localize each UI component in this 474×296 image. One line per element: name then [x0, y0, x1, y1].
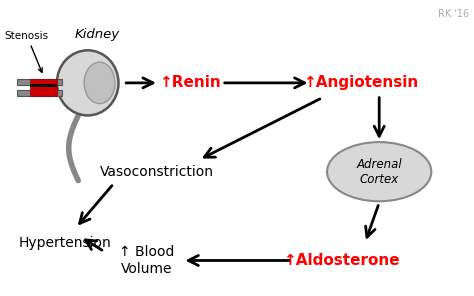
Text: Vasoconstriction: Vasoconstriction — [100, 165, 213, 179]
Text: Adrenal
Cortex: Adrenal Cortex — [356, 158, 402, 186]
Text: Kidney: Kidney — [74, 28, 120, 41]
Text: ↑ Blood
Volume: ↑ Blood Volume — [119, 245, 174, 276]
FancyBboxPatch shape — [30, 79, 57, 96]
Text: ↑Aldosterone: ↑Aldosterone — [283, 253, 400, 268]
Text: Stenosis: Stenosis — [5, 30, 49, 72]
Ellipse shape — [84, 62, 115, 104]
Text: ↑Renin: ↑Renin — [159, 75, 220, 90]
Text: Hypertension: Hypertension — [19, 236, 112, 250]
Ellipse shape — [327, 142, 431, 201]
FancyBboxPatch shape — [17, 79, 62, 85]
FancyBboxPatch shape — [30, 84, 57, 87]
Text: RK '16: RK '16 — [438, 9, 469, 19]
FancyBboxPatch shape — [17, 90, 62, 96]
Ellipse shape — [57, 50, 118, 115]
Text: ↑Angiotensin: ↑Angiotensin — [302, 75, 418, 90]
